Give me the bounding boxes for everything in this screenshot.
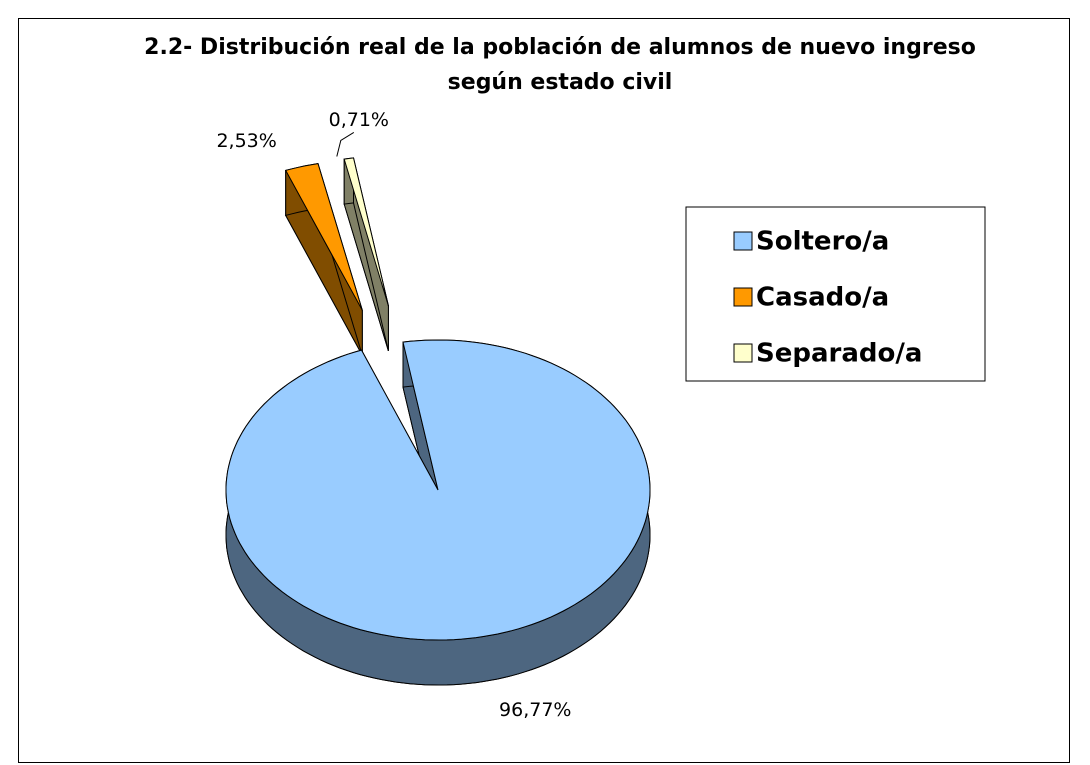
slice-top xyxy=(225,339,651,641)
legend-swatch xyxy=(733,343,753,363)
slice-top xyxy=(284,163,363,311)
leader-line xyxy=(336,132,355,157)
legend-swatch xyxy=(733,287,753,307)
legend-swatch xyxy=(733,231,753,251)
slice-top xyxy=(343,157,389,306)
chart-title: 2.2- Distribución real de la población d… xyxy=(144,35,976,95)
legend-label: Casado/a xyxy=(756,283,889,313)
data-label: 0,71% xyxy=(329,109,389,131)
slice xyxy=(343,157,389,351)
legend-label: Soltero/a xyxy=(756,227,889,257)
chart-frame xyxy=(18,18,1070,763)
legend-label: Separado/a xyxy=(756,339,922,369)
data-label: 96,77% xyxy=(499,699,571,721)
slice xyxy=(225,339,651,686)
data-label: 2,53% xyxy=(216,130,276,152)
slice xyxy=(284,163,363,356)
